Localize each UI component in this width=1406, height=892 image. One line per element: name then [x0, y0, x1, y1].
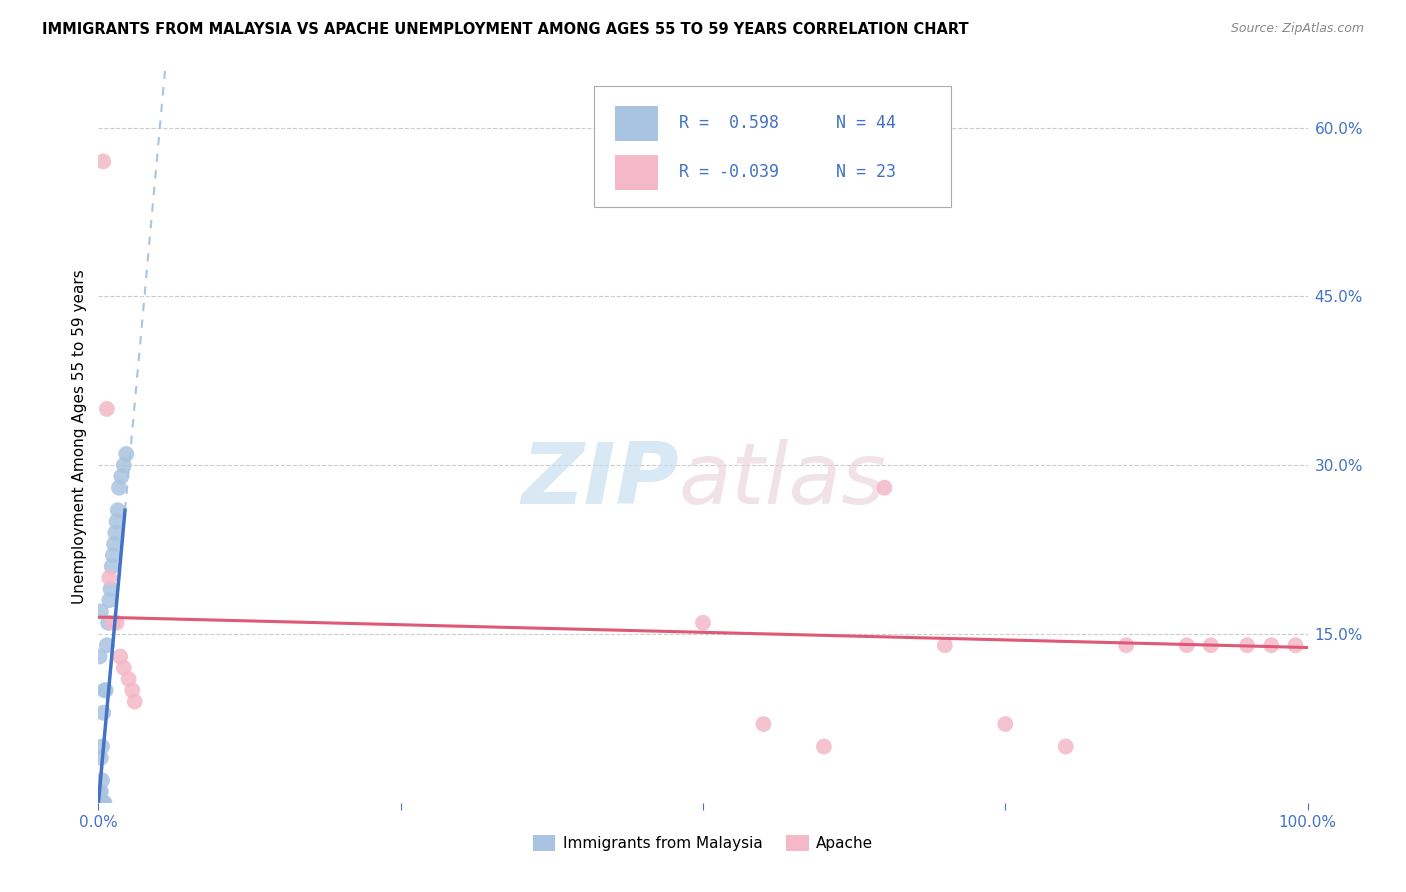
Point [118, 672, 141, 686]
Point [89, 796, 111, 810]
Point [1115, 638, 1137, 652]
Point [91, 706, 114, 720]
Point [91, 796, 114, 810]
Point [752, 717, 775, 731]
Point [91, 796, 114, 810]
Point [98, 571, 121, 585]
Point [110, 469, 132, 483]
Point [994, 717, 1017, 731]
Point [108, 649, 131, 664]
Point [100, 582, 122, 596]
Point [91, 739, 114, 754]
Point [90, 796, 112, 810]
Point [91, 773, 114, 788]
Point [90, 796, 112, 810]
Point [90, 796, 112, 810]
Point [873, 481, 896, 495]
Text: IMMIGRANTS FROM MALAYSIA VS APACHE UNEMPLOYMENT AMONG AGES 55 TO 59 YEARS CORREL: IMMIGRANTS FROM MALAYSIA VS APACHE UNEMP… [42, 22, 969, 37]
Text: atlas: atlas [679, 440, 887, 523]
Point [89, 796, 111, 810]
Point [1260, 638, 1282, 652]
Point [90, 796, 112, 810]
Point [93, 683, 115, 698]
Point [90, 605, 112, 619]
FancyBboxPatch shape [614, 106, 658, 141]
Point [108, 481, 131, 495]
Point [90, 796, 112, 810]
Point [94, 683, 117, 698]
Point [105, 515, 128, 529]
Point [121, 683, 143, 698]
Point [112, 661, 135, 675]
Point [1199, 638, 1222, 652]
Text: Source: ZipAtlas.com: Source: ZipAtlas.com [1230, 22, 1364, 36]
Text: R =  0.598: R = 0.598 [679, 114, 779, 132]
Point [96, 638, 118, 652]
Point [91, 154, 114, 169]
Text: R = -0.039: R = -0.039 [679, 163, 779, 181]
Point [98, 593, 121, 607]
Point [91, 796, 114, 810]
Point [1054, 739, 1077, 754]
Point [91, 796, 114, 810]
Point [103, 537, 125, 551]
Point [1236, 638, 1258, 652]
FancyBboxPatch shape [595, 86, 950, 207]
Point [89, 649, 111, 664]
Point [100, 559, 122, 574]
Point [124, 694, 146, 708]
Text: ZIP: ZIP [522, 440, 679, 523]
Point [91, 796, 114, 810]
Text: N = 44: N = 44 [837, 114, 896, 132]
Point [89, 796, 111, 810]
Point [115, 447, 138, 461]
Point [89, 796, 111, 810]
Legend: Immigrants from Malaysia, Apache: Immigrants from Malaysia, Apache [526, 830, 880, 857]
Point [101, 548, 124, 562]
Point [97, 615, 120, 630]
Point [1175, 638, 1198, 652]
Point [105, 615, 128, 630]
Point [101, 615, 124, 630]
Text: N = 23: N = 23 [837, 163, 896, 181]
Y-axis label: Unemployment Among Ages 55 to 59 years: Unemployment Among Ages 55 to 59 years [72, 269, 87, 605]
Point [112, 458, 135, 473]
Point [89, 796, 111, 810]
Point [104, 525, 127, 540]
Point [90, 751, 112, 765]
Point [107, 503, 129, 517]
Point [89, 796, 111, 810]
Point [1284, 638, 1306, 652]
Point [692, 615, 714, 630]
Point [90, 784, 112, 798]
Point [89, 784, 111, 798]
Point [89, 796, 111, 810]
Point [90, 796, 112, 810]
FancyBboxPatch shape [614, 154, 658, 190]
Point [96, 401, 118, 416]
Point [934, 638, 956, 652]
Point [93, 796, 115, 810]
Point [813, 739, 835, 754]
Point [89, 796, 111, 810]
